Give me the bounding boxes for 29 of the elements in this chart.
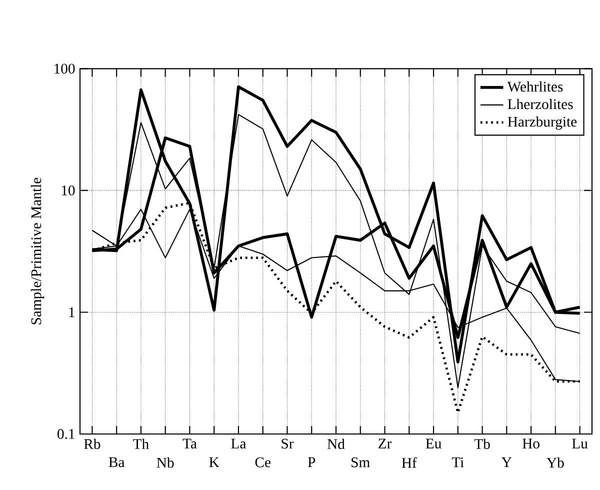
- legend-label: Harzburgite: [508, 116, 577, 130]
- legend-label: Lherzolites: [508, 98, 573, 110]
- x-tick-label: Sr: [282, 438, 294, 449]
- x-tick-label: Zr: [378, 438, 392, 448]
- y-tick-label: 0.1: [58, 429, 74, 439]
- x-tick-label: Nb: [156, 457, 174, 468]
- x-tick-label: Ba: [108, 457, 125, 468]
- x-tick-label: P: [308, 457, 316, 467]
- x-tick-label: Ti: [452, 457, 464, 468]
- x-tick-label: Eu: [426, 438, 442, 448]
- x-tick-label: K: [209, 457, 220, 467]
- x-tick-label: Th: [133, 438, 149, 449]
- x-tick-label: Ta: [182, 438, 197, 448]
- x-tick-label: Yb: [546, 457, 564, 468]
- x-tick-label: Sm: [352, 457, 370, 468]
- y-tick-label: 100: [54, 64, 75, 74]
- legend-label: Wehrlites: [507, 81, 563, 92]
- x-tick-label: Nd: [327, 438, 345, 450]
- x-tick-label: Y: [502, 457, 512, 467]
- x-tick-label: Hf: [402, 457, 417, 468]
- y-axis-title: Sample/Primitive Mantle: [30, 178, 44, 324]
- x-tick-label: Lu: [572, 438, 588, 448]
- x-tick-label: Rb: [84, 438, 100, 450]
- x-tick-label: Ce: [255, 457, 270, 468]
- x-tick-label: La: [231, 438, 246, 448]
- y-tick-label: 10: [62, 186, 75, 196]
- y-tick-label: 1: [69, 307, 74, 318]
- x-tick-label: Ho: [522, 438, 540, 448]
- x-tick-label: Tb: [474, 438, 490, 450]
